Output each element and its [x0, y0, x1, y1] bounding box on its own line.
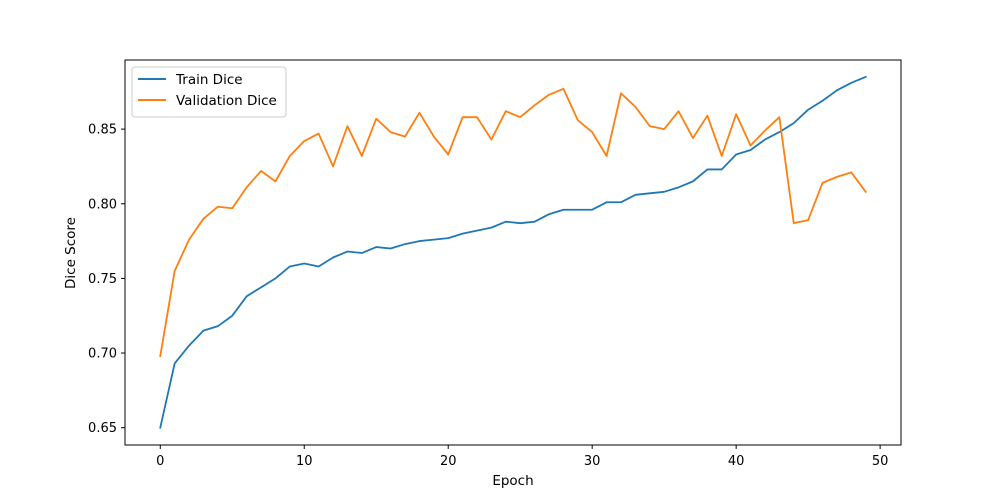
x-tick-label: 50 — [872, 454, 889, 469]
y-tick-label: 0.75 — [88, 272, 117, 287]
x-tick-label: 40 — [728, 454, 745, 469]
legend-label-validation: Validation Dice — [176, 93, 277, 109]
legend-label-train: Train Dice — [175, 72, 243, 88]
x-axis: 0 10 20 30 40 50 — [156, 445, 888, 469]
x-tick-label: 10 — [296, 454, 313, 469]
y-axis: 0.65 0.70 0.75 0.80 0.85 — [88, 123, 125, 436]
series-layer — [159, 75, 867, 429]
y-tick-label: 0.70 — [88, 347, 117, 362]
x-tick-label: 0 — [156, 454, 164, 469]
legend-box — [131, 66, 287, 118]
y-tick-label: 0.80 — [88, 197, 117, 212]
x-axis-label: Epoch — [492, 473, 533, 489]
x-tick-label: 30 — [584, 454, 601, 469]
series-line-train-dice — [159, 75, 867, 429]
y-axis-label: Dice Score — [63, 217, 79, 289]
plot-area-frame — [124, 59, 902, 446]
legend: Train Dice Validation Dice — [131, 66, 287, 118]
y-tick-label: 0.65 — [88, 421, 117, 436]
y-tick-label: 0.85 — [88, 123, 117, 138]
series-line-validation-dice — [159, 87, 867, 358]
x-tick-label: 20 — [440, 454, 457, 469]
